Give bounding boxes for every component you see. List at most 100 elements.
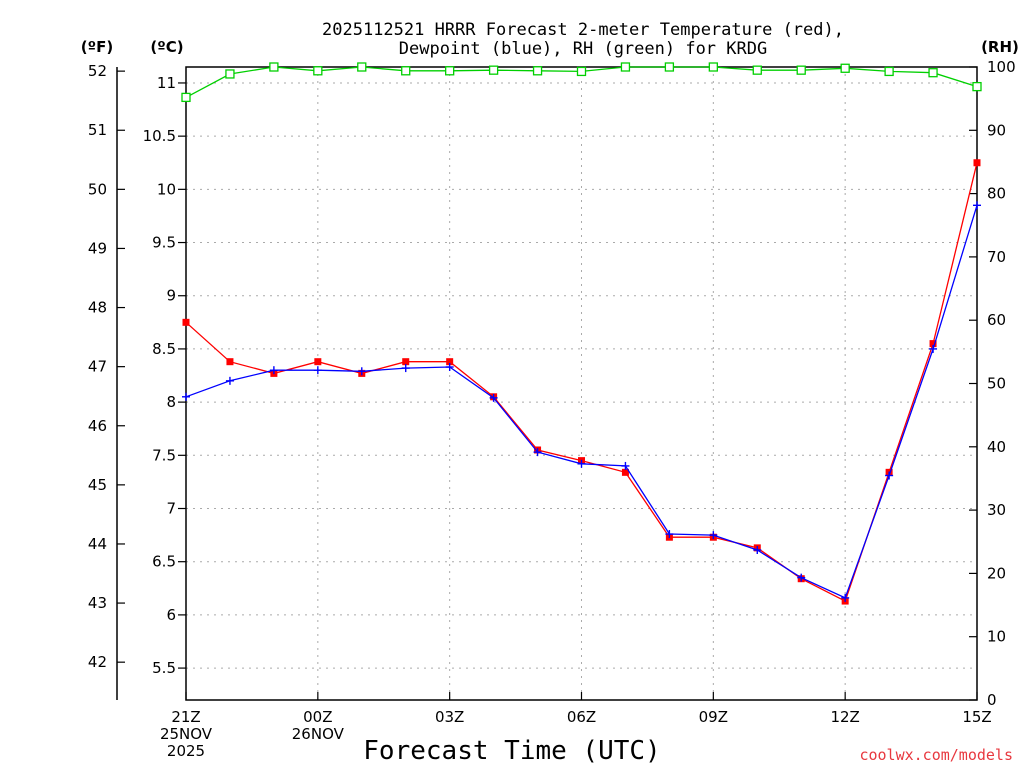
rh-point — [313, 66, 323, 76]
celsius-tick-label: 9 — [166, 287, 176, 305]
dewpoint-point — [973, 201, 981, 210]
chart-title: 2025112521 HRRR Forecast 2-meter Tempera… — [322, 20, 844, 40]
celsius-tick-label: 8.5 — [152, 340, 176, 358]
fahrenheit-tick-label: 45 — [88, 476, 107, 494]
fahrenheit-tick-label: 50 — [88, 180, 107, 198]
dewpoint-point — [621, 461, 630, 470]
x-tick-label: 06Z — [567, 708, 596, 726]
dewpoint-point — [401, 364, 410, 373]
rh-point — [884, 66, 894, 77]
temperature-point — [314, 358, 322, 366]
watermark: coolwx.com/models — [859, 746, 1013, 764]
rh-tick-label: 40 — [987, 438, 1006, 456]
axes — [116, 66, 978, 701]
rh-tick-label: 20 — [987, 564, 1006, 582]
celsius-tick-label: 11 — [157, 74, 176, 92]
x-tick-label: 03Z — [435, 708, 464, 726]
dewpoint-point — [313, 366, 322, 375]
rh-point — [840, 63, 850, 73]
celsius-tick-label: 8 — [166, 393, 176, 411]
rh-point — [445, 66, 455, 76]
temperature-point — [182, 318, 190, 326]
celsius-tick-label: 7.5 — [152, 446, 176, 464]
rh-tick-label: 30 — [987, 501, 1006, 519]
rh-tick-label: 60 — [987, 311, 1006, 329]
rh-tick-label: 100 — [987, 58, 1016, 76]
fahrenheit-tick-label: 51 — [88, 121, 107, 139]
rh-point — [576, 66, 587, 77]
rh-point — [796, 65, 806, 75]
celsius-tick-label: 6.5 — [152, 553, 176, 571]
rh-tick-label: 50 — [987, 375, 1006, 393]
dewpoint-point — [929, 344, 938, 353]
fahrenheit-tick-label: 48 — [88, 299, 107, 317]
dewpoint-point — [357, 367, 366, 376]
celsius-tick-label: 10 — [157, 180, 176, 198]
fahrenheit-tick-label: 46 — [88, 417, 107, 435]
rh-point — [664, 62, 675, 72]
celsius-tick-label: 10.5 — [143, 127, 176, 145]
rh-point — [225, 69, 235, 79]
dewpoint-point — [885, 471, 894, 480]
rh-point — [972, 81, 982, 92]
fahrenheit-tick-label: 52 — [88, 62, 107, 80]
celsius-tick-label: 9.5 — [152, 234, 176, 252]
dewpoint-point — [753, 545, 762, 554]
temperature-point — [621, 468, 629, 476]
x-tick-label: 26NOV — [292, 725, 345, 743]
series — [181, 62, 982, 605]
fahrenheit-tick-label: 43 — [88, 594, 107, 612]
dewpoint-point — [182, 392, 190, 401]
fahrenheit-tick-label: 44 — [88, 535, 107, 553]
rh-point — [357, 62, 367, 72]
fahrenheit-tick-label: 42 — [88, 653, 107, 671]
celsius-tick-label: 6 — [166, 606, 176, 624]
rh-tick-label: 80 — [987, 185, 1006, 203]
rh-point — [269, 62, 279, 72]
grid — [186, 67, 977, 700]
dewpoint-point — [225, 376, 234, 385]
x-tick-label: 12Z — [830, 708, 859, 726]
temperature-point — [446, 358, 454, 366]
dewpoint-point — [797, 573, 806, 582]
x-tick-label: 09Z — [699, 708, 728, 726]
fahrenheit-tick-label: 47 — [88, 358, 107, 376]
rh-point — [532, 66, 543, 76]
celsius-unit-label: (ºC) — [150, 38, 183, 56]
tick-labels: 5.5 6 6.5 7 7.5 8 8.5 9 9.5 10 10.5 11 42 43 44 45 46 47 4… — [88, 58, 1016, 760]
temperature-point — [973, 159, 981, 167]
dewpoint-point — [269, 366, 278, 375]
rh-point — [181, 92, 191, 103]
x-tick-label: 00Z — [303, 708, 332, 726]
rh-point — [708, 62, 718, 72]
dewpoint-point — [841, 593, 850, 602]
rh-point — [752, 65, 762, 75]
dewpoint-point — [709, 531, 718, 540]
fahrenheit-tick-label: 49 — [88, 239, 107, 257]
x-tick-label: 21Z — [171, 708, 200, 726]
chart-subtitle: Dewpoint (blue), RH (green) for KRDG — [399, 39, 767, 59]
rh-tick-label: 0 — [987, 691, 997, 709]
rh-tick-label: 10 — [987, 628, 1006, 646]
celsius-tick-label: 7 — [166, 500, 176, 518]
dewpoint-point — [445, 363, 454, 372]
temperature-point — [402, 358, 410, 366]
temperature-point — [929, 340, 937, 348]
rh-tick-label: 90 — [987, 121, 1006, 139]
rh-point — [620, 62, 631, 72]
rh-unit-label: (RH) — [981, 38, 1019, 56]
x-tick-label: 2025 — [167, 742, 205, 760]
rh-tick-label: 70 — [987, 248, 1006, 266]
x-axis-label: Forecast Time (UTC) — [363, 736, 660, 766]
temperature-point — [226, 358, 234, 366]
celsius-tick-label: 5.5 — [152, 659, 176, 677]
rh-point — [928, 68, 938, 78]
x-tick-label: 15Z — [962, 708, 991, 726]
dewpoint-point — [533, 448, 542, 457]
dewpoint-point — [665, 530, 674, 539]
dewpoint-point — [577, 459, 586, 468]
fahrenheit-unit-label: (ºF) — [81, 38, 113, 56]
rh-point — [401, 66, 411, 76]
dewpoint-point — [489, 393, 498, 402]
